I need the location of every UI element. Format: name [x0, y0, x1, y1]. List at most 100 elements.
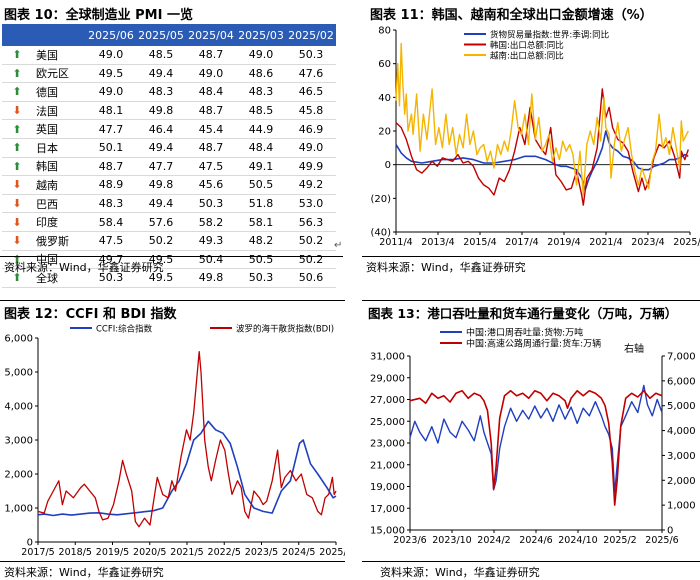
series-line-2	[395, 42, 689, 196]
panel-12-title: 图表 12：CCFI 和 BDI 指数	[4, 307, 177, 322]
series-line-0	[395, 130, 689, 191]
y2-tick-label: 0	[667, 526, 673, 537]
pmi-value: 50.2	[286, 250, 336, 270]
y-tick-label: 0	[27, 538, 33, 549]
pmi-value: 48.7	[86, 157, 136, 177]
y-tick-label: 21,000	[370, 460, 405, 471]
country-name: 法国	[32, 101, 86, 121]
y-tick-label: 25,000	[370, 417, 405, 428]
x-tick-label: 2015/4	[463, 237, 496, 248]
table-row: ⬆ 全球 50.3 49.5 49.8 50.3 50.6	[2, 268, 336, 288]
pmi-value: 49.4	[136, 64, 186, 84]
y-tick-label: 17,000	[370, 504, 405, 515]
pmi-column-header: 2025/05	[136, 24, 186, 46]
pmi-value: 48.3	[136, 82, 186, 102]
x-tick-label: 2021/5	[170, 547, 203, 558]
panel-12-source: 资料来源：Wind，华鑫证券研究	[4, 566, 164, 579]
y2-tick-label: 7,000	[667, 352, 696, 363]
country-name: 全球	[32, 268, 86, 288]
country-name: 越南	[32, 175, 86, 195]
pmi-value: 46.9	[286, 119, 336, 139]
pmi-value: 51.8	[236, 194, 286, 214]
panel-10-source-divider	[0, 256, 343, 257]
y-tick-label: 15,000	[370, 526, 405, 537]
table-row: ⬇ 巴西 48.3 49.4 50.3 51.8 53.0	[2, 194, 336, 214]
panel-11-source: 资料来源：Wind，华鑫证券研究	[366, 261, 526, 274]
panel-13-source-divider	[362, 561, 700, 562]
arrow-up-icon: ⬆	[2, 268, 32, 288]
y-tick-label: 3,000	[4, 436, 33, 447]
pmi-column-header: 2025/02	[286, 24, 336, 46]
x-tick-label: 2024/6	[519, 535, 552, 546]
pmi-header-blank-name	[32, 24, 86, 46]
x-tick-label: 2019/4	[547, 237, 580, 248]
y2-tick-label: 6,000	[667, 376, 696, 387]
x-tick-label: 2024/2	[477, 535, 510, 546]
table-row: ⬆ 美国 49.0 48.5 48.7 49.0 50.3	[2, 46, 336, 65]
pmi-value: 48.5	[236, 101, 286, 121]
pmi-value: 50.4	[186, 250, 236, 270]
pmi-value: 53.0	[286, 194, 336, 214]
panel-13-title: 图表 13：港口吞吐量和货车通行量变化（万吨，万辆）	[368, 306, 678, 321]
y-tick-label: 20	[378, 127, 391, 138]
paragraph-mark: ↵	[334, 240, 343, 251]
pmi-value: 49.8	[136, 175, 186, 195]
arrow-down-icon: ⬇	[2, 101, 32, 121]
pmi-value: 48.2	[236, 231, 286, 251]
pmi-value: 49.9	[286, 157, 336, 177]
x-tick-label: 2024/10	[558, 535, 597, 546]
country-name: 英国	[32, 119, 86, 139]
pmi-value: 49.8	[136, 101, 186, 121]
pmi-value: 49.8	[186, 268, 236, 288]
arrow-up-icon: ⬆	[2, 138, 32, 158]
x-tick-label: 2025/6	[645, 535, 678, 546]
table-row: ⬇ 印度 58.4 57.6 58.2 58.1 56.3	[2, 212, 336, 232]
arrow-up-icon: ⬆	[2, 250, 32, 270]
pmi-value: 50.3	[236, 268, 286, 288]
pmi-table-body: ⬆ 美国 49.0 48.5 48.7 49.0 50.3 ⬆ 欧元区 49.5 49.4 49.0 4…	[2, 46, 336, 288]
y-tick-label: 0	[385, 160, 391, 171]
y-tick-label: 40	[378, 93, 391, 104]
pmi-header-row: 2025/06 2025/05 2025/04 2025/03 2025/02	[2, 24, 336, 46]
y-tick-label: (20)	[370, 194, 391, 205]
y-tick-label: 6,000	[4, 334, 33, 345]
port-truck-chart: 15,000 17,000 19,000 21,000 23,000 25,000 27,0…	[370, 327, 696, 547]
pmi-value: 49.4	[136, 194, 186, 214]
x-tick-label: 2025/4	[673, 237, 700, 248]
legend-label: 波罗的海干散货指数(BDI)	[236, 324, 334, 335]
series-line-0	[37, 420, 337, 517]
pmi-value: 58.2	[186, 212, 236, 232]
pmi-value: 49.2	[286, 175, 336, 195]
pmi-value: 49.4	[136, 138, 186, 158]
pmi-value: 50.1	[86, 138, 136, 158]
pmi-value: 48.7	[186, 138, 236, 158]
country-name: 印度	[32, 212, 86, 232]
pmi-value: 47.5	[86, 231, 136, 251]
panel-12-title-divider	[0, 300, 345, 301]
country-name: 欧元区	[32, 64, 86, 84]
pmi-value: 50.3	[186, 194, 236, 214]
y-tick-label: 60	[378, 59, 391, 70]
pmi-value: 58.1	[236, 212, 286, 232]
panel-13-source: 资料来源：Wind，华鑫证券研究	[380, 566, 540, 579]
y-tick-label: 2,000	[4, 470, 33, 481]
table-row: ⬇ 法国 48.1 49.8 48.7 48.5 45.8	[2, 101, 336, 121]
country-name: 俄罗斯	[32, 231, 86, 251]
pmi-value: 49.5	[136, 268, 186, 288]
arrow-up-icon: ⬆	[2, 157, 32, 177]
pmi-value: 49.0	[286, 138, 336, 158]
legend-label: CCFI:综合指数	[96, 324, 153, 335]
pmi-value: 48.5	[136, 46, 186, 65]
y-tick-label: 1,000	[4, 504, 33, 515]
pmi-value: 45.6	[186, 175, 236, 195]
y-tick-label: (40)	[370, 228, 391, 239]
pmi-value: 48.7	[186, 101, 236, 121]
x-tick-label: 2017/5	[21, 547, 54, 558]
table-row: ⬆ 日本 50.1 49.4 48.7 48.4 49.0	[2, 138, 336, 158]
pmi-value: 49.0	[86, 46, 136, 65]
pmi-value: 57.6	[136, 212, 186, 232]
panel-11-source-divider	[362, 256, 700, 257]
x-tick-label: 2021/4	[589, 237, 622, 248]
x-tick-label: 2024/5	[282, 547, 315, 558]
country-name: 韩国	[32, 157, 86, 177]
